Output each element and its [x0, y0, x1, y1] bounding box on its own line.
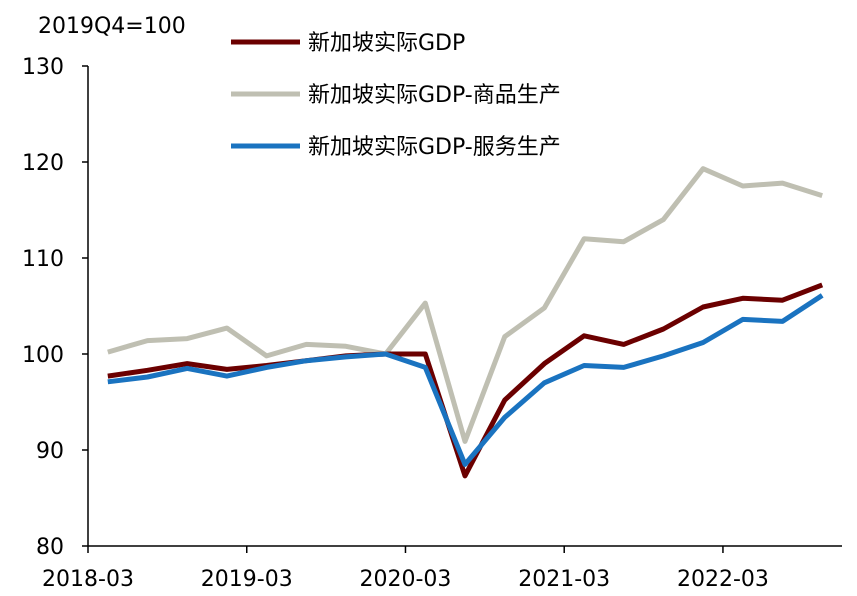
legend-label: 新加坡实际GDP — [308, 31, 465, 56]
y-tick-label: 90 — [36, 439, 64, 464]
series-line-0 — [107, 282, 824, 479]
y-tick-label: 120 — [22, 151, 64, 176]
x-tick-label: 2018-03 — [42, 567, 134, 592]
x-tick-label: 2022-03 — [677, 567, 769, 592]
series-layer — [107, 166, 824, 479]
y-tick-label: 80 — [36, 535, 64, 560]
x-tick-label: 2019-03 — [201, 567, 293, 592]
y-tick-label: 100 — [22, 343, 64, 368]
series-line-1 — [107, 166, 823, 444]
series-line-2 — [107, 293, 824, 467]
x-tick-label: 2021-03 — [518, 567, 610, 592]
legend-label: 新加坡实际GDP-服务生产 — [308, 135, 561, 160]
legend-label: 新加坡实际GDP-商品生产 — [308, 83, 561, 108]
x-tick-label: 2020-03 — [360, 567, 452, 592]
y-tick-label: 130 — [22, 55, 64, 80]
axes: 80 90 100 110 120 130 2018-03 2019-03 2020-03 202… — [22, 55, 842, 592]
unit-label: 2019Q4=100 — [38, 14, 186, 39]
y-tick-label: 110 — [22, 247, 64, 272]
